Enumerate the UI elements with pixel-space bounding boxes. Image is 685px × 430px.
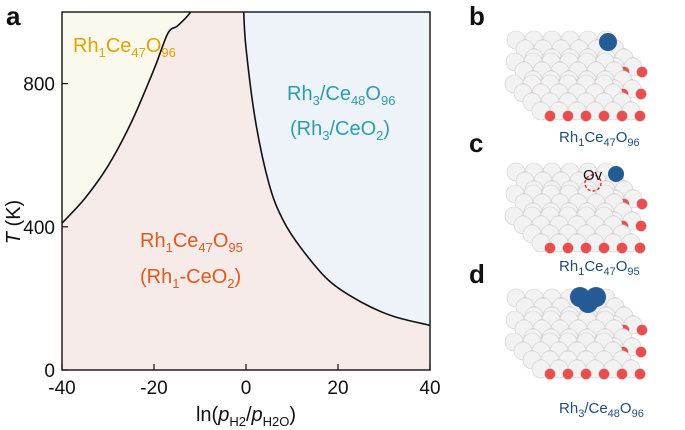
oxygen-atom	[580, 110, 592, 122]
oxygen-atom	[562, 242, 574, 254]
oxygen-atom	[616, 242, 628, 254]
caption-structure-d: Rh3/Ce48O96	[559, 400, 644, 420]
x-tick-label: 40	[419, 378, 440, 399]
x-tick-label: 0	[241, 378, 252, 399]
oxygen-atom	[616, 110, 628, 122]
x-tick-label: 20	[327, 378, 348, 399]
oxygen-atom	[598, 110, 610, 122]
phase-boundary-left	[62, 12, 192, 224]
x-tick-label: -40	[48, 378, 75, 399]
structure-rh3-ce48o96	[504, 287, 648, 380]
oxygen-atom	[562, 368, 574, 380]
oxygen-atom	[636, 198, 648, 210]
y-axis-ticks: 0 400 800	[23, 75, 68, 382]
region-label-rh3-ceo2: (Rh3/CeO2)	[290, 118, 390, 143]
oxygen-atom	[635, 220, 647, 232]
panel-letter-a: a	[6, 1, 21, 31]
oxygen-atom	[598, 368, 610, 380]
region-label-rh1ce47o95: Rh1Ce47O95	[140, 230, 243, 255]
panel-letter-c: c	[469, 128, 483, 158]
region-label-rh1-ceo2: (Rh1-CeO2)	[140, 266, 241, 291]
y-tick-label: 400	[23, 218, 55, 239]
caption-structure-c: Rh1Ce47O95	[559, 258, 640, 278]
oxygen-atom	[634, 368, 646, 380]
panel-letter-d: d	[469, 259, 485, 289]
y-tick-label: 0	[44, 361, 55, 382]
oxygen-atom	[544, 110, 556, 122]
oxygen-atom	[636, 66, 648, 78]
region-rh1ce47o96-fill	[62, 12, 191, 224]
y-axis-title: T (K)	[3, 200, 25, 244]
rhodium-atom	[578, 293, 598, 313]
phase-boundary-right	[242, 12, 430, 327]
x-axis-ticks: -40 -20 0 20 40	[48, 364, 441, 399]
oxygen-vacancy-marker	[584, 174, 602, 192]
region-label-rh3-ce48o96: Rh3/Ce48O96	[287, 83, 395, 108]
oxygen-atom	[635, 88, 647, 100]
oxygen-atom	[544, 368, 556, 380]
region-rh3-ce48o96-fill	[243, 12, 430, 326]
structure-rh1ce47o96	[504, 30, 648, 122]
oxygen-atom	[634, 110, 646, 122]
y-tick-label: 800	[23, 75, 55, 96]
oxygen-atom	[616, 368, 628, 380]
x-tick-label: -20	[140, 378, 167, 399]
oxygen-atom	[580, 242, 592, 254]
x-axis-title: ln(pH2/pH2O)	[196, 404, 296, 429]
oxygen-atom	[580, 368, 592, 380]
panel-letter-b: b	[469, 1, 485, 31]
oxygen-atom	[562, 110, 574, 122]
oxygen-vacancy-label: Ov	[583, 167, 603, 184]
oxygen-atom	[636, 324, 648, 336]
caption-structure-b: Rh1Ce47O96	[559, 129, 640, 149]
oxygen-atom	[598, 242, 610, 254]
structure-rh1ce47o95	[504, 162, 648, 254]
rhodium-atom	[608, 166, 624, 182]
oxygen-atom	[544, 242, 556, 254]
oxygen-atom	[634, 242, 646, 254]
rhodium-atom	[599, 33, 617, 51]
oxygen-atom	[635, 346, 647, 358]
region-label-rh1ce47o96: Rh1Ce47O96	[73, 35, 176, 60]
phase-diagram-plot: -40 -20 0 20 40 0 400 800 Rh1Ce47O96 Rh3/Ce48O…	[3, 11, 441, 429]
